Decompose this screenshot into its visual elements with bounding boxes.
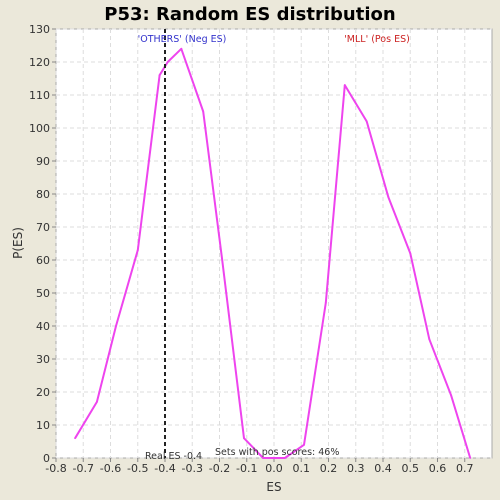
x-tick-label: 0.5 [402, 462, 420, 475]
x-tick-label: 0.6 [429, 462, 447, 475]
y-tick-label: 60 [36, 254, 50, 267]
data-point [115, 325, 117, 327]
chart-title: P53: Random ES distribution [104, 4, 395, 25]
y-axis-label: P(ES) [11, 227, 25, 259]
x-axis-label: ES [266, 480, 281, 494]
x-tick-label: -0.8 [45, 462, 66, 475]
x-tick-label: 0.3 [347, 462, 365, 475]
x-tick-label: -0.3 [182, 462, 203, 475]
real-es-label: Real ES -0.4 [145, 451, 202, 462]
y-tick-label: 100 [29, 122, 50, 135]
grid [55, 28, 492, 459]
y-tick-label: 70 [36, 221, 50, 234]
data-point [202, 110, 205, 113]
x-tick-label: -0.1 [236, 462, 257, 475]
data-layer [74, 29, 472, 459]
pos-es-label: 'MLL' (Pos ES) [344, 34, 410, 45]
x-tick-label: 0.4 [374, 462, 392, 475]
y-tick-label: 30 [36, 353, 50, 366]
data-point [74, 437, 76, 440]
data-point [428, 338, 431, 341]
data-point [324, 302, 327, 304]
data-point [387, 196, 390, 199]
x-tick-label: -0.7 [73, 462, 94, 475]
y-tick-label: 130 [29, 23, 50, 36]
data-point [303, 443, 305, 446]
y-tick-label: 120 [29, 56, 50, 69]
y-tick-label: 20 [36, 386, 50, 399]
neg-es-label: 'OTHERS' (Neg ES) [138, 34, 227, 45]
x-tick-label: -0.5 [127, 462, 148, 475]
data-point [409, 252, 412, 255]
x-tick-label: -0.6 [100, 462, 121, 475]
data-point [180, 47, 183, 50]
data-point [469, 457, 472, 459]
y-tick-label: 90 [36, 155, 50, 168]
data-point [450, 394, 453, 397]
data-point [95, 401, 98, 403]
y-tick-label: 80 [36, 188, 50, 201]
y-tick-label: 0 [43, 452, 50, 465]
y-tick-label: 110 [29, 89, 50, 102]
data-point [221, 259, 224, 261]
annotations: 'OTHERS' (Neg ES) 'MLL' (Pos ES) Real ES… [138, 34, 410, 462]
y-tick-label: 50 [36, 287, 50, 300]
x-tick-label: 0.1 [293, 462, 311, 475]
data-point [262, 457, 264, 459]
axes: -0.8 -0.7 -0.6 -0.5 -0.4 -0.3 -0.2 -0.1 0.0 0.1 0.… [29, 23, 474, 475]
x-tick-label: 0.0 [265, 462, 283, 475]
y-tick-label: 40 [36, 320, 50, 333]
x-tick-label: -0.4 [154, 462, 175, 475]
x-tick-label: 0.2 [320, 462, 338, 475]
data-point [166, 61, 169, 63]
x-tick-label: -0.2 [209, 462, 230, 475]
data-point [136, 249, 139, 252]
data-point [343, 84, 346, 86]
pos-scores-label: Sets with pos scores: 46% [215, 447, 339, 458]
data-point [284, 457, 286, 459]
data-point [365, 120, 368, 123]
data-point [243, 437, 245, 440]
x-tick-label: 0.7 [456, 462, 474, 475]
data-point [158, 74, 161, 77]
y-tick-label: 10 [36, 419, 50, 432]
